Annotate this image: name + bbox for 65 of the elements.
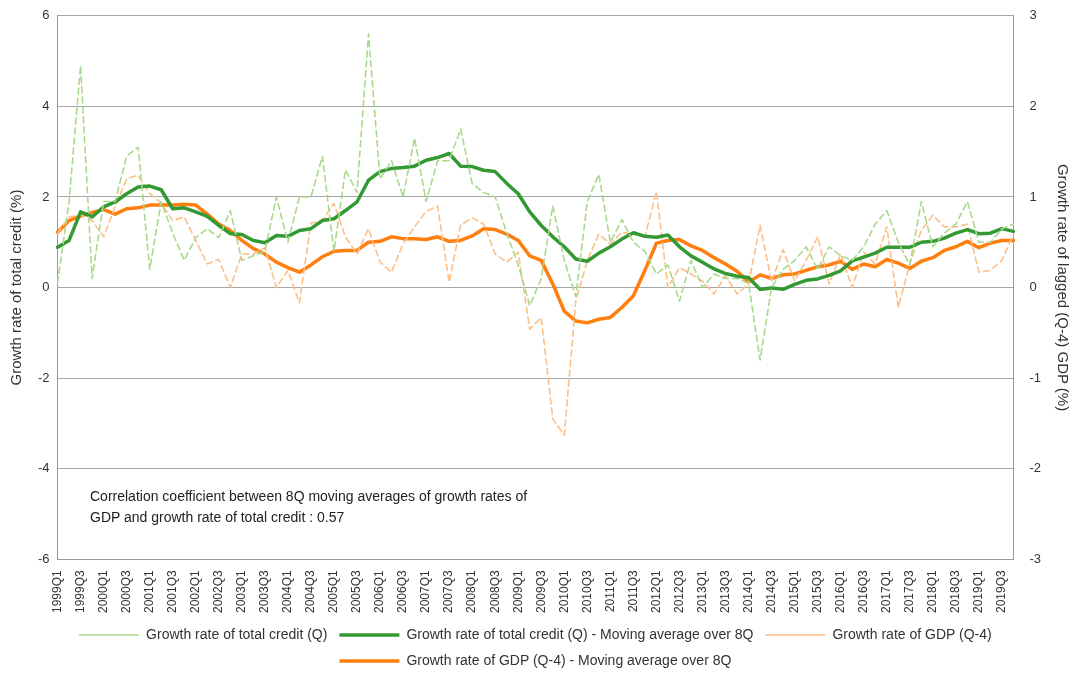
x-tick-label: 2018Q3: [948, 569, 963, 613]
y2-tick-label: 3: [1029, 7, 1037, 23]
x-tick-label: 2007Q1: [418, 569, 433, 613]
x-tick-label: 2015Q1: [786, 569, 801, 613]
y-tick-label: 6: [42, 7, 50, 23]
x-tick-label: 2001Q1: [142, 569, 156, 613]
x-tick-label: 2013Q1: [694, 569, 709, 613]
x-tick-label: 1999Q1: [49, 569, 64, 613]
legend-label: Growth rate of GDP (Q-4): [832, 625, 992, 642]
y-tick-label: 4: [42, 97, 50, 113]
x-tick-label: 2010Q3: [579, 569, 594, 613]
y-tick-label: -2: [38, 369, 50, 385]
y2-tick-label: -2: [1029, 460, 1041, 476]
x-tick-label: 2016Q3: [856, 569, 871, 613]
x-tick-label: 2012Q1: [648, 569, 663, 613]
y-tick-label: 2: [42, 188, 50, 204]
annotation: Correlation coefficient between 8Q moving averages of growth rates of GDP and growth rate of total credit : 0.57: [90, 487, 529, 527]
y2-axis-title: Growth rate of lagged (Q-4) GDP (%): [1054, 163, 1072, 412]
x-tick-label: 2017Q1: [879, 569, 894, 613]
line-series: [56, 174, 1015, 436]
x-tick-label: 2010Q1: [556, 569, 571, 613]
x-tick-label: 2008Q3: [487, 569, 502, 613]
y-axis-title: Growth rate of total credit (%): [7, 189, 25, 386]
x-tick-label: 2004Q3: [303, 569, 318, 613]
x-tick-label: 2014Q3: [763, 569, 778, 613]
y-tick-label: -6: [38, 550, 50, 566]
y2-tick-label: -3: [1029, 550, 1041, 566]
x-tick-label: 2011Q1: [602, 569, 617, 613]
y2-tick-label: 0: [1029, 279, 1037, 295]
x-tick-label: 2009Q3: [533, 569, 548, 613]
x-tick-label: 2002Q1: [188, 569, 203, 613]
x-tick-label: 2001Q3: [165, 569, 180, 613]
x-tick-label: 2011Q3: [625, 569, 640, 613]
x-tick-label: 2015Q3: [809, 569, 824, 613]
line-series: [56, 33, 1015, 361]
y2-tick-label: 1: [1029, 188, 1037, 204]
x-tick-label: 2012Q3: [671, 569, 686, 613]
x-tick-label: 2000Q3: [118, 569, 133, 613]
y2-tick-label: -1: [1029, 369, 1041, 385]
x-tick-label: 2019Q1: [971, 569, 986, 613]
y2-tick-label: 2: [1029, 97, 1037, 113]
x-tick-label: 2009Q1: [510, 569, 525, 613]
legend-label: Growth rate of total credit (Q) - Moving average over 8Q: [406, 625, 754, 642]
y-tick-label: 0: [42, 279, 50, 295]
x-tick-label: 2014Q1: [740, 569, 755, 613]
x-tick-label: 2003Q1: [234, 569, 249, 613]
x-tick-label: 2006Q3: [395, 569, 410, 613]
x-tick-label: 2003Q3: [257, 569, 272, 613]
x-tick-label: 2000Q1: [95, 569, 110, 613]
x-tick-label: 2005Q3: [349, 569, 364, 613]
x-tick-label: 2018Q1: [925, 569, 940, 613]
x-tick-label: 2007Q3: [441, 569, 456, 613]
x-tick-label: 2006Q1: [372, 569, 387, 613]
x-tick-label: 2016Q1: [833, 569, 847, 613]
x-tick-label: 2013Q3: [717, 569, 732, 613]
x-tick-label: 2002Q3: [211, 569, 226, 613]
y-tick-label: -4: [38, 460, 50, 476]
legend-label: Growth rate of total credit (Q): [146, 625, 328, 642]
x-tick-label: 2017Q3: [902, 569, 917, 613]
x-tick-label: 2019Q3: [994, 569, 1009, 613]
x-tick-label: 2004Q1: [280, 569, 295, 613]
x-tick-label: 2005Q1: [326, 569, 341, 613]
x-tick-label: 1999Q3: [72, 569, 87, 613]
legend-label: Growth rate of GDP (Q-4) - Moving average over 8Q: [406, 651, 732, 668]
x-tick-label: 2008Q1: [464, 569, 479, 613]
